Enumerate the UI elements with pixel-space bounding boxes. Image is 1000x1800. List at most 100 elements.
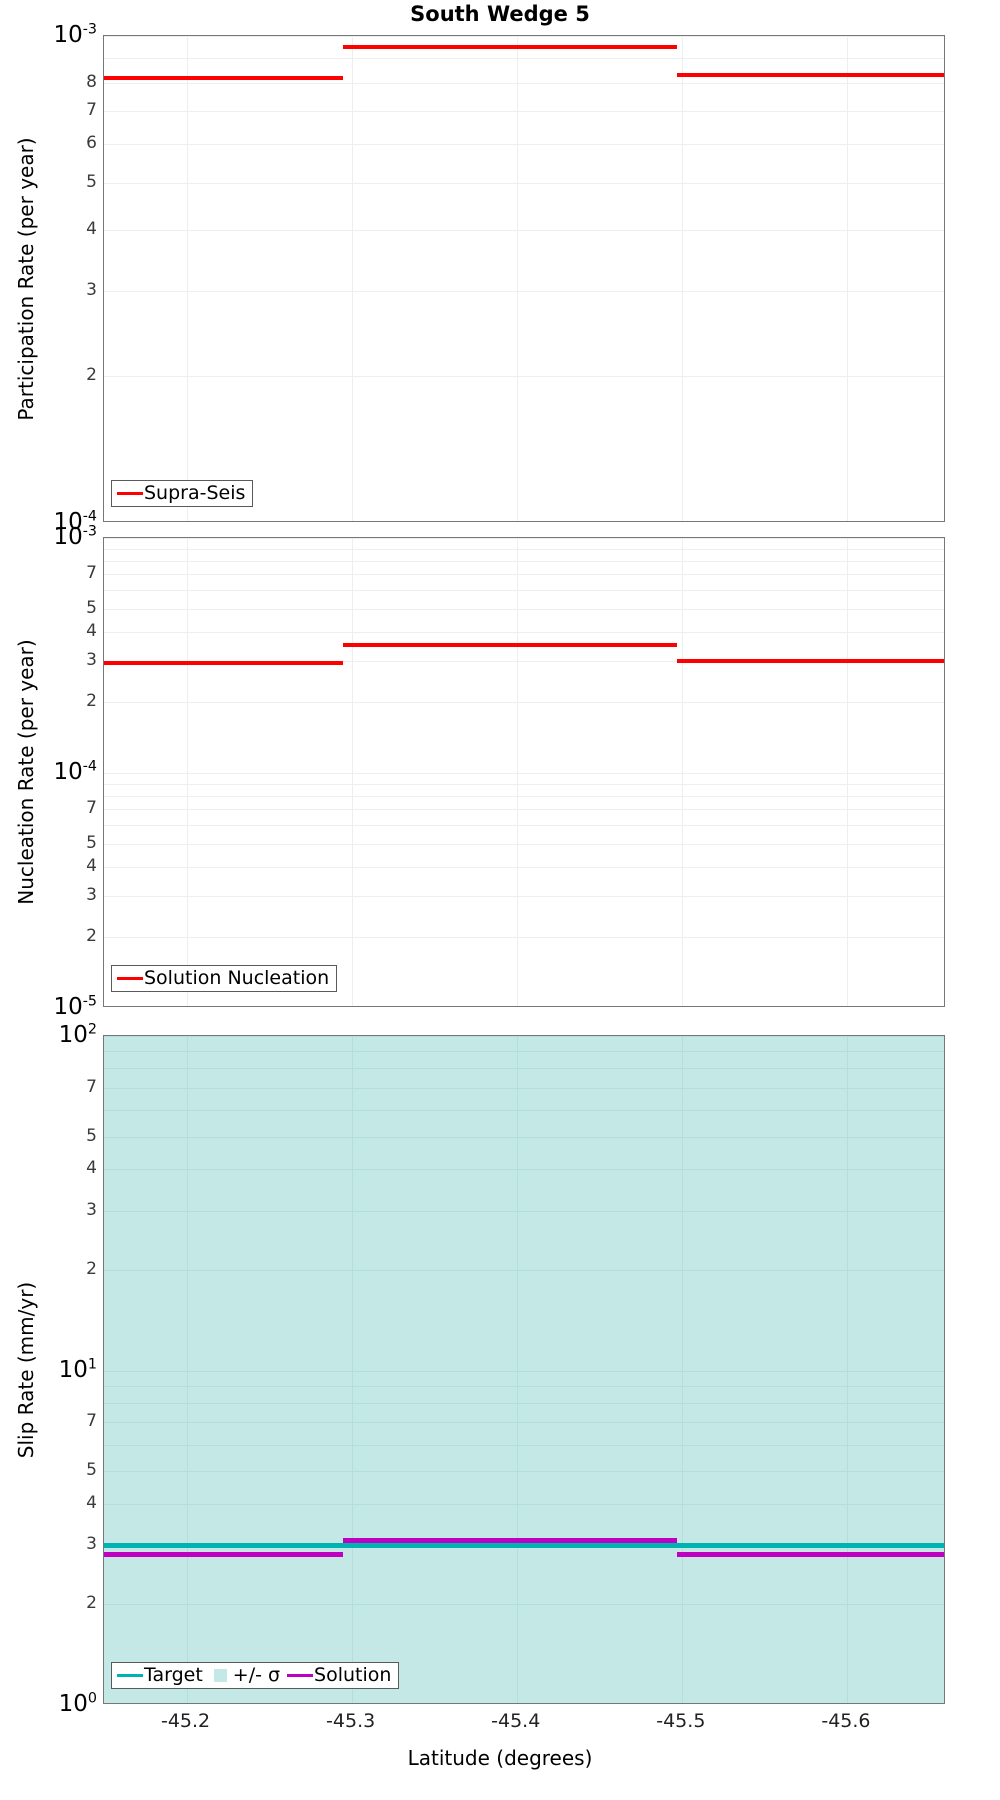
ytick-label: 3 [86,279,97,300]
data-line-segment [676,73,944,78]
gridline-horizontal-minor [104,1036,944,1037]
ylabel-nucleation-rate: Nucleation Rate (per year) [14,639,38,905]
gridline-horizontal-minor [104,1445,944,1446]
data-line-segment [343,642,677,647]
legend-entry-target: Target [117,1666,203,1685]
ytick-label: 4 [86,218,97,239]
legend-nucleation-rate[interactable]: Solution Nucleation [111,965,338,992]
legend-patch-swatch-icon [213,1669,227,1682]
gridline-horizontal-minor [104,111,944,112]
gridline-vertical [352,36,353,521]
gridline-horizontal-minor [104,1169,944,1170]
gridline-vertical [682,1036,683,1703]
gridline-horizontal-minor [104,844,944,845]
gridline-vertical [517,538,518,1006]
xtick-label: -45.3 [326,1710,376,1732]
ytick-label: 10-4 [53,758,98,785]
ytick-label: 4 [86,1158,97,1179]
gridline-horizontal-minor [104,538,944,539]
xtick-label: -45.5 [656,1710,706,1732]
gridline-horizontal-minor [104,1211,944,1212]
ytick-label: 4 [86,620,97,641]
ytick-label: 7 [86,563,97,584]
plot-area-slip-rate [104,1036,944,1703]
ylabel-participation-rate: Participation Rate (per year) [14,136,38,421]
ytick-label: 3 [86,1199,97,1220]
gridline-vertical [187,36,188,521]
data-line-segment [676,1552,944,1558]
ytick-label: 2 [86,365,97,386]
gridline-horizontal-minor [104,784,944,785]
ytick-label: 5 [86,597,97,618]
gridline-vertical [847,538,848,1006]
legend-line-swatch-icon [287,1674,314,1677]
ytick-label: 2 [86,691,97,712]
data-line-segment [343,44,677,49]
data-line-segment [104,75,344,80]
legend-entry-sigma: +/- σ [210,1666,280,1685]
ytick-label: 10-5 [53,993,98,1020]
gridline-horizontal-minor [104,1403,944,1404]
gridline-vertical [517,36,518,521]
gridline-horizontal-minor [104,1386,944,1387]
legend-label: +/- σ [232,1664,281,1686]
ytick-label: 7 [86,1076,97,1097]
gridline-horizontal-minor [104,825,944,826]
gridline-horizontal-minor [104,632,944,633]
ytick-label: 101 [58,1355,97,1383]
legend-label: Solution Nucleation [144,967,330,989]
panel-slip-rate [103,1035,945,1704]
gridline-vertical [187,1036,188,1703]
gridline-vertical [682,36,683,521]
gridline-horizontal-minor [104,1068,944,1069]
gridline-horizontal-minor [104,183,944,184]
gridline-horizontal-minor [104,867,944,868]
legend-label: Solution [314,1664,392,1686]
gridline-horizontal-minor [104,1471,944,1472]
ytick-label: 102 [58,1021,97,1048]
ytick-label: 4 [86,1492,97,1513]
gridline-vertical [847,36,848,521]
legend-participation-rate[interactable]: Supra-Seis [111,480,254,507]
gridline-horizontal-minor [104,549,944,550]
gridline-horizontal-minor [104,1604,944,1605]
ytick-label: 10-3 [53,21,98,48]
xlabel-latitude: Latitude (degrees) [407,1746,593,1770]
plot-area-participation-rate [104,36,944,521]
gridline-horizontal-minor [104,1270,944,1271]
data-line-segment [343,1537,677,1543]
legend-slip-rate[interactable]: Target +/- σ Solution [111,1662,400,1689]
gridline-vertical [187,538,188,1006]
ytick-label: 2 [86,926,97,947]
legend-label: Supra-Seis [144,482,246,504]
legend-line-swatch-icon [117,977,143,980]
ytick-label: 7 [86,100,97,121]
ytick-label: 7 [86,1411,97,1432]
gridline-horizontal-minor [104,1504,944,1505]
ytick-label: 6 [86,133,97,154]
ytick-label: 2 [86,1593,97,1614]
gridline-horizontal-minor [104,661,944,662]
gridline-horizontal-minor [104,809,944,810]
gridline-horizontal-minor [104,574,944,575]
ytick-label: 3 [86,649,97,670]
gridline-horizontal-minor [104,896,944,897]
gridline-horizontal-minor [104,230,944,231]
gridline-horizontal-minor [104,83,944,84]
gridline-horizontal-minor [104,58,944,59]
ytick-label: 4 [86,855,97,876]
gridline-vertical [352,538,353,1006]
legend-line-swatch-icon [117,492,143,495]
gridline-vertical [682,538,683,1006]
ytick-label: 3 [86,1534,97,1555]
xtick-label: -45.2 [160,1710,211,1732]
legend-entry-solution: Solution [287,1666,391,1685]
gridline-horizontal-minor [104,796,944,797]
gridline-vertical [352,1036,353,1703]
plot-area-nucleation-rate [104,538,944,1006]
gridline-horizontal-minor [104,702,944,703]
ytick-label: 5 [86,1125,97,1146]
ytick-label: 8 [86,72,97,93]
legend-label: Target [144,1664,203,1686]
